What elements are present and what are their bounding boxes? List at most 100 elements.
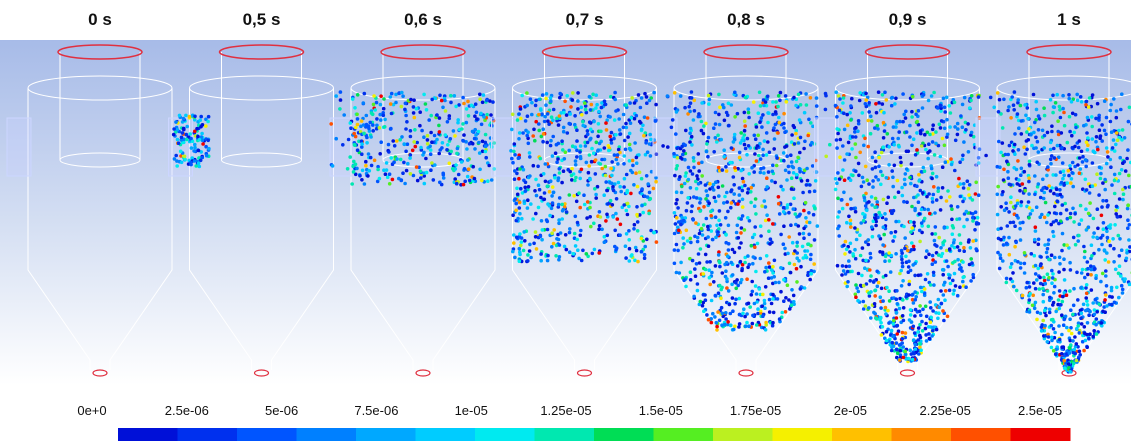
particle [725, 191, 729, 195]
particle [927, 332, 931, 336]
particle [902, 306, 906, 310]
particle [510, 157, 514, 161]
particle [375, 117, 379, 121]
particle [175, 164, 179, 168]
particle [882, 136, 886, 140]
particle [570, 174, 574, 178]
particle [1095, 310, 1099, 314]
particle [767, 218, 771, 222]
particle [808, 278, 812, 282]
particle [880, 151, 884, 155]
particle [512, 241, 516, 245]
particle [926, 157, 930, 161]
particle [934, 225, 938, 229]
particle [676, 249, 680, 253]
particle [1054, 173, 1058, 177]
particle [904, 254, 908, 258]
particle [904, 116, 908, 120]
particle [400, 105, 404, 109]
particle [1034, 287, 1038, 291]
particle [936, 189, 940, 193]
particle [904, 295, 908, 299]
particle [583, 101, 587, 105]
particle [931, 128, 935, 132]
particle [533, 189, 537, 193]
particle [1068, 261, 1072, 265]
particle [516, 193, 520, 197]
particle [1017, 178, 1021, 182]
particle [739, 131, 743, 135]
particle [349, 126, 353, 130]
particle [539, 252, 543, 256]
particle [568, 250, 572, 254]
particle [878, 318, 882, 322]
particle [727, 124, 731, 128]
particle [912, 221, 916, 225]
particle [1048, 308, 1052, 312]
particle [784, 94, 788, 98]
particle [956, 122, 960, 126]
particle [730, 261, 734, 265]
particle [727, 289, 731, 293]
particle [948, 125, 952, 129]
particle [1053, 211, 1057, 215]
particle [687, 178, 691, 182]
particle [753, 233, 757, 237]
particle [355, 113, 359, 117]
particle [1086, 148, 1090, 152]
particle [777, 94, 781, 98]
particle [466, 158, 470, 162]
particle [912, 301, 916, 305]
particle [802, 209, 806, 213]
particle [895, 297, 899, 301]
particle [1077, 234, 1081, 238]
particle [544, 180, 548, 184]
particle [711, 186, 715, 190]
particle [933, 211, 937, 215]
particle [462, 133, 466, 137]
particle [1010, 95, 1014, 99]
particle [183, 155, 187, 159]
particle [914, 153, 918, 157]
particle [551, 135, 555, 139]
particle [931, 200, 935, 204]
particle [923, 169, 927, 173]
particle [489, 113, 493, 117]
particle [522, 249, 526, 253]
particle [715, 140, 719, 144]
particle [482, 115, 486, 119]
particle [546, 228, 550, 232]
particle [654, 176, 658, 180]
particle [1113, 301, 1117, 305]
particle [744, 96, 748, 100]
particle [1027, 192, 1031, 196]
particle [1105, 251, 1109, 255]
particle [519, 117, 523, 121]
particle [569, 105, 573, 109]
particle [1033, 254, 1037, 258]
particle [347, 138, 351, 142]
particle [1051, 303, 1055, 307]
particle [945, 118, 949, 122]
particle [926, 272, 930, 276]
particle [718, 319, 722, 323]
particle [876, 127, 880, 131]
particle [185, 125, 189, 129]
particle [867, 101, 871, 105]
particle [1049, 158, 1053, 162]
particle [539, 157, 543, 161]
particle [525, 134, 529, 138]
particle [867, 238, 871, 242]
particle [789, 271, 793, 275]
particle [1052, 327, 1056, 331]
particle [613, 118, 617, 122]
particle [1100, 139, 1104, 143]
particle [558, 171, 562, 175]
particle [708, 182, 712, 186]
particle [772, 311, 776, 315]
particle [962, 186, 966, 190]
particle [673, 262, 677, 266]
particle [754, 270, 758, 274]
particle [787, 298, 791, 302]
particle [724, 216, 728, 220]
